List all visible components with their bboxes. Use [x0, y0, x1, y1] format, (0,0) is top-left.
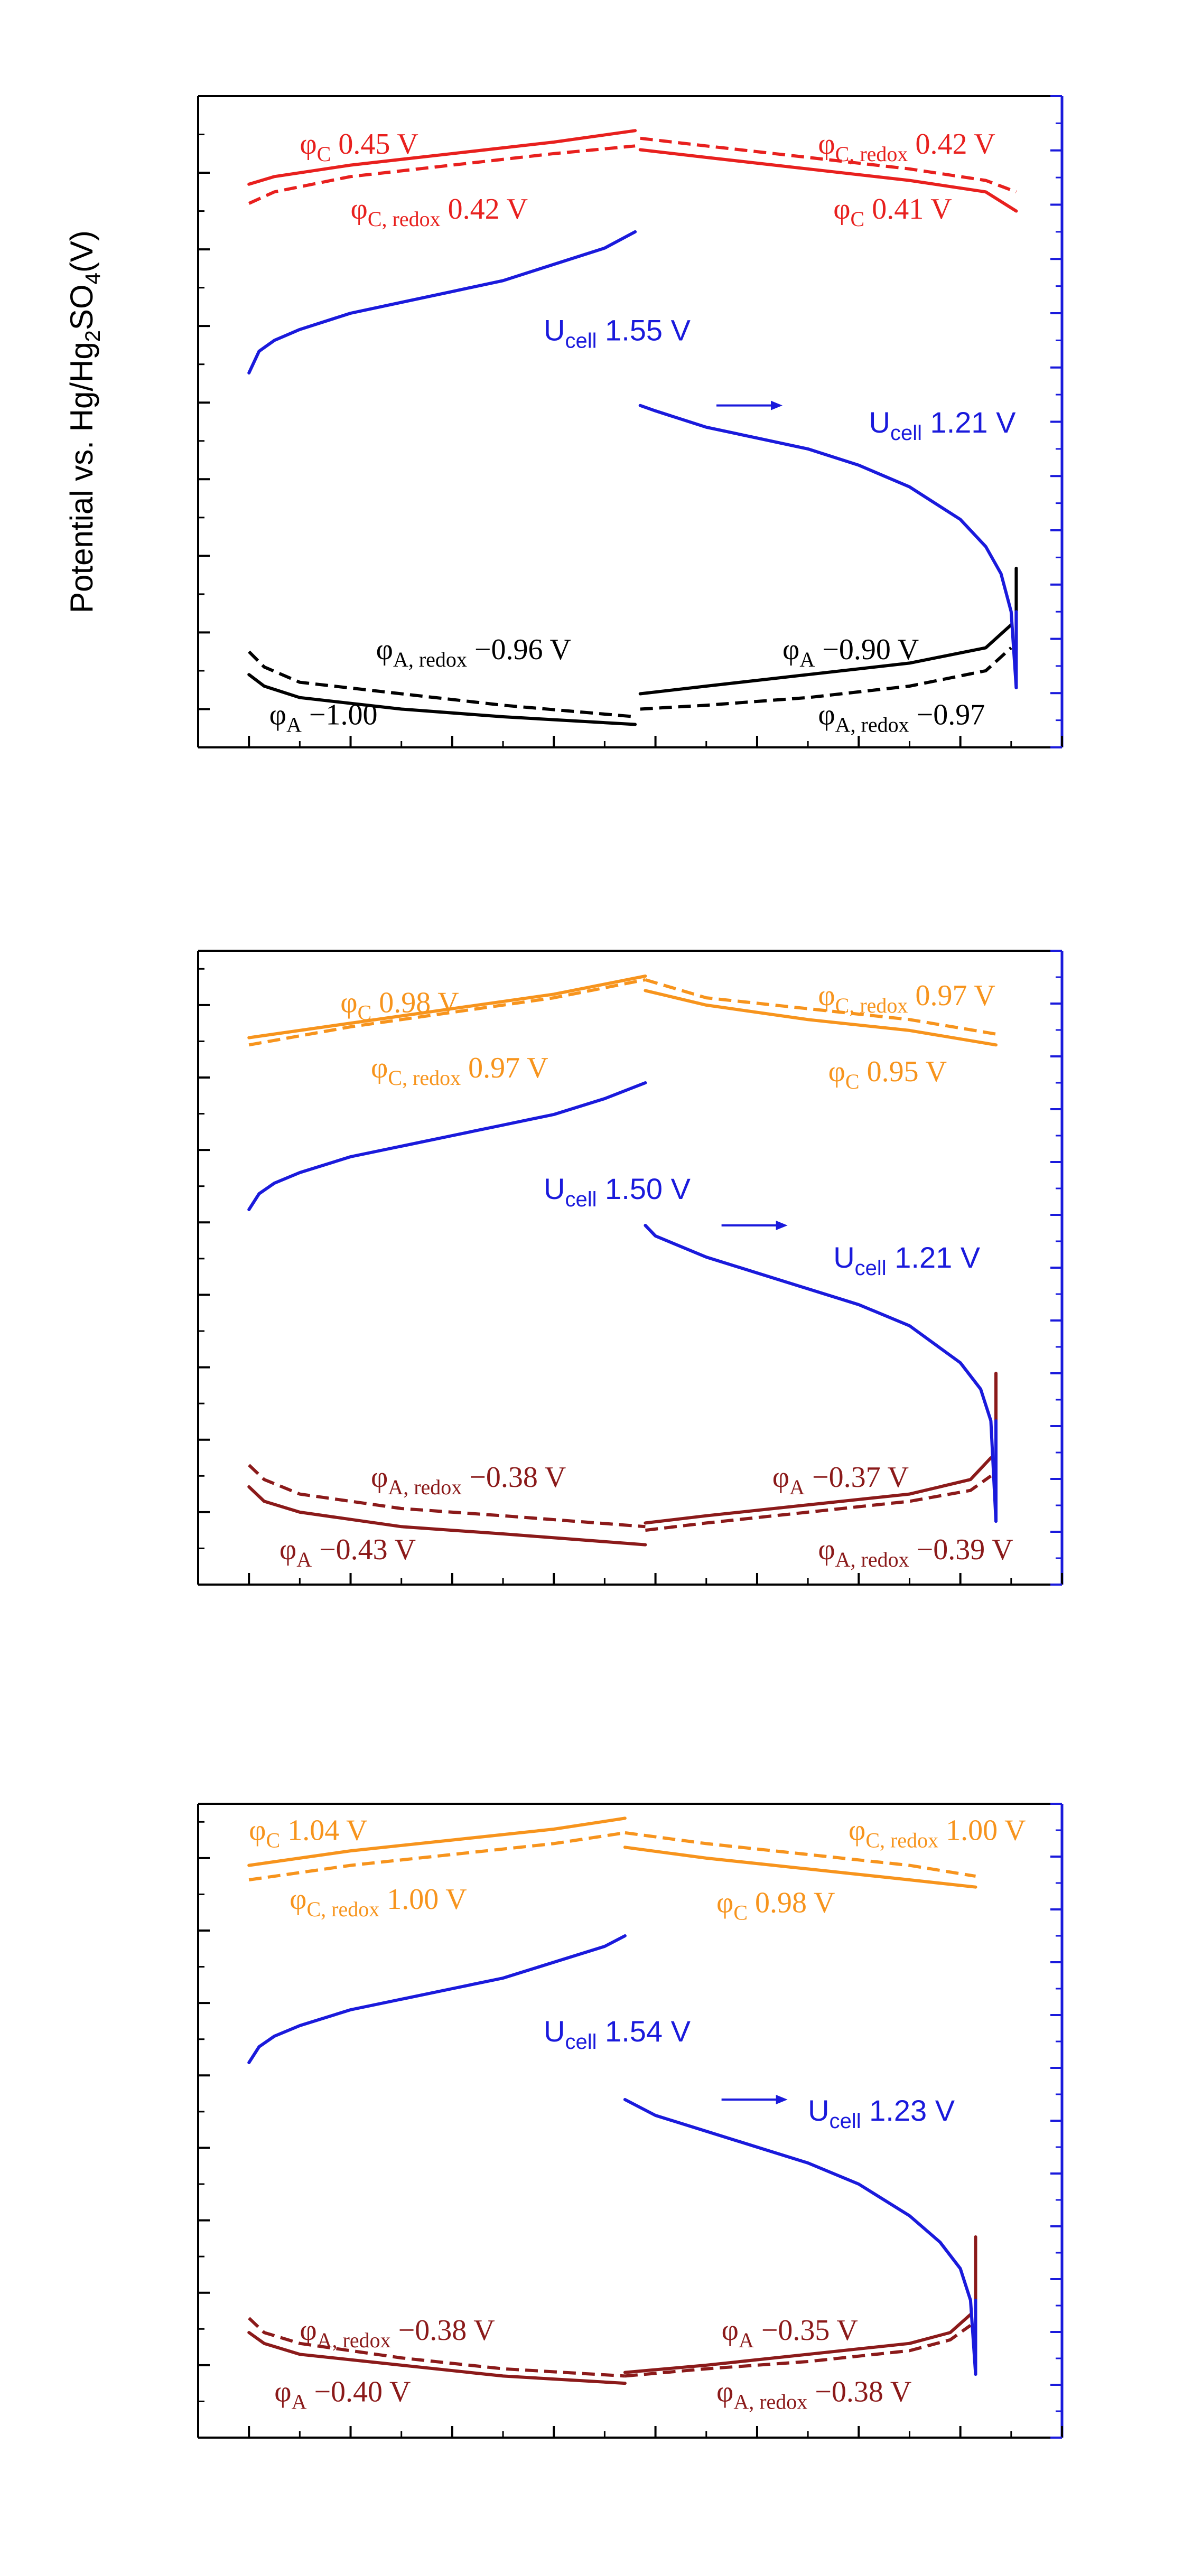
series-annotation-9: φA, redox −0.39 V — [818, 1533, 1013, 1571]
series-line-3 — [640, 136, 1017, 194]
series-annotation-6: φA, redox −0.96 V — [376, 633, 571, 671]
series-line-9 — [638, 404, 1018, 689]
series-annotation-2: φC, redox 0.97 V — [818, 979, 995, 1017]
chart-panel-1: Potential vs. Hg/Hg2SO4(V) φC 0.45 V φC, r… — [64, 95, 1064, 748]
series-annotation-5: Ucell 1.21 V — [833, 1241, 981, 1280]
series-line-1 — [248, 978, 646, 1047]
series-annotation-2: φC, redox 0.42 V — [818, 128, 995, 166]
series-annotation-5: Ucell 1.23 V — [808, 2094, 955, 2133]
series-annotation-7: φA −0.37 V — [772, 1461, 909, 1499]
right-axis-arrow-head — [776, 2095, 788, 2104]
series-annotation-4: Ucell 1.54 V — [544, 2015, 691, 2054]
series-line-5 — [248, 650, 636, 718]
series-line-0 — [247, 1816, 627, 1867]
series-line-2 — [638, 148, 1018, 213]
series-annotation-9: φA, redox −0.38 V — [716, 2375, 911, 2413]
series-line-1 — [248, 144, 636, 205]
series-line-3 — [625, 1831, 976, 1878]
series-line-9 — [644, 1224, 998, 1523]
series-line-8 — [247, 1934, 627, 2064]
series-annotation-4: Ucell 1.55 V — [544, 313, 691, 352]
series-annotation-7: φA −0.35 V — [722, 2314, 858, 2352]
series-annotation-8: φA −0.43 V — [279, 1533, 416, 1571]
series-line-8 — [247, 1081, 647, 1211]
series-annotation-0: φC 0.45 V — [300, 128, 418, 166]
series-annotation-2: φC, redox 1.00 V — [849, 1814, 1026, 1852]
series-line-2 — [623, 1846, 977, 1889]
series-line-6 — [638, 623, 1013, 696]
y-left-axis-title: Potential vs. Hg/Hg2SO4(V) — [64, 230, 105, 613]
series-line-5 — [248, 1464, 646, 1529]
series-line-7 — [645, 1474, 992, 1532]
series-annotation-3: φC 0.95 V — [828, 1055, 947, 1093]
series-annotation-1: φC, redox 0.42 V — [351, 193, 528, 231]
series-line-7 — [640, 647, 1012, 711]
series-line-4 — [247, 2331, 627, 2385]
series-line-7 — [625, 2324, 972, 2378]
series-line-9 — [623, 2098, 977, 2376]
series-annotation-4: Ucell 1.50 V — [544, 1172, 691, 1211]
series-annotation-6: φA, redox −0.38 V — [300, 2314, 495, 2352]
series-annotation-8: φA −0.40 V — [274, 2375, 411, 2413]
series-annotation-0: φC 0.98 V — [340, 987, 459, 1025]
series-annotation-5: Ucell 1.21 V — [869, 406, 1017, 445]
series-annotation-3: φC 0.41 V — [833, 193, 952, 231]
series-annotation-6: φA, redox −0.38 V — [371, 1461, 566, 1499]
series-annotation-9: φA, redox −0.97 — [818, 698, 985, 736]
series-line-8 — [247, 230, 637, 374]
chart-panel-2: φC 0.98 V φC, redox 0.97 V φC, redox 0.97 … — [197, 950, 1064, 1586]
series-annotation-1: φC, redox 1.00 V — [290, 1883, 467, 1921]
series-line-1 — [248, 1831, 626, 1881]
series-line-4 — [247, 1485, 647, 1547]
series-line-4 — [247, 673, 637, 726]
series-line-2 — [644, 989, 998, 1047]
series-annotation-8: φA −1.00 — [269, 698, 378, 736]
right-axis-arrow-head — [771, 400, 783, 410]
series-line-6 — [644, 1456, 993, 1525]
series-annotation-3: φC 0.98 V — [716, 1887, 835, 1925]
chart-panel-3: φC 1.04 V φC, redox 1.00 V φC, redox 1.00 … — [197, 1803, 1064, 2439]
series-line-0 — [247, 129, 637, 186]
series-annotation-1: φC, redox 0.97 V — [371, 1052, 548, 1090]
series-line-3 — [645, 978, 996, 1036]
series-line-0 — [247, 975, 647, 1039]
right-axis-arrow-head — [776, 1221, 788, 1230]
series-annotation-7: φA −0.90 V — [782, 633, 919, 671]
series-line-6 — [623, 2312, 972, 2374]
series-annotation-0: φC 1.04 V — [249, 1814, 367, 1852]
